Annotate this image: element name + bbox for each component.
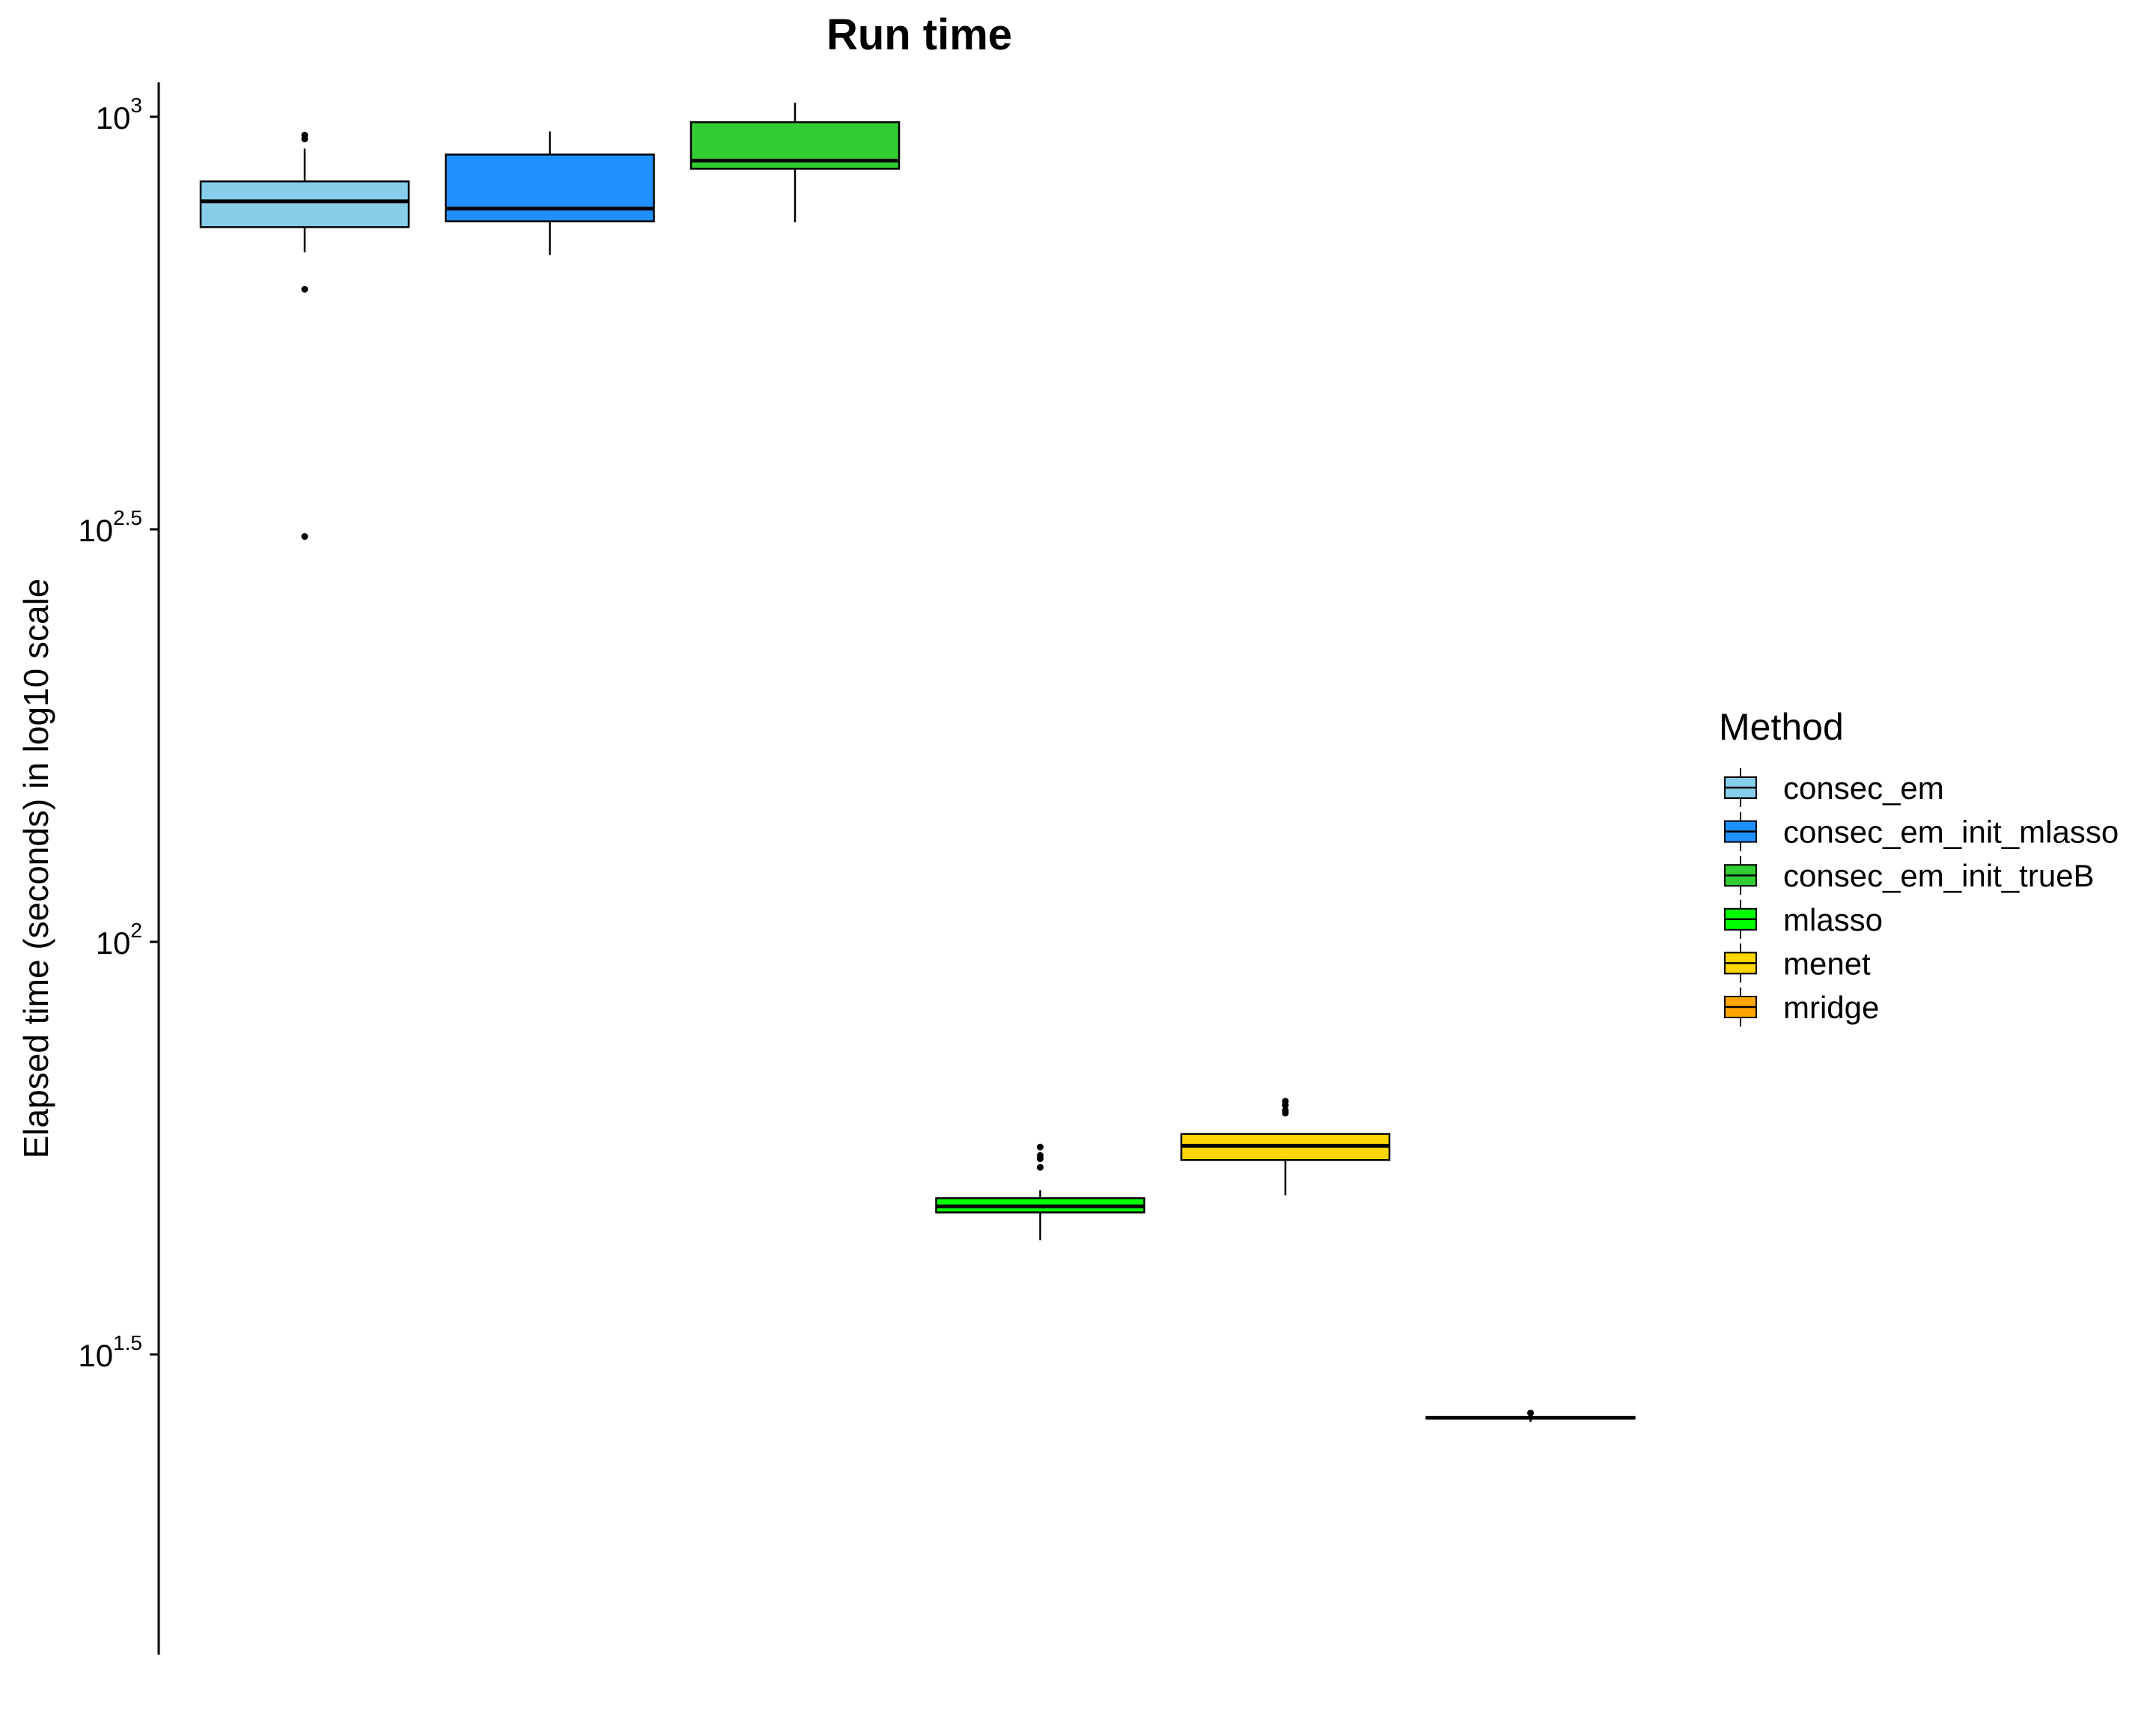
outlier-point — [301, 285, 308, 293]
legend-item-consec_em_init_mlasso: consec_em_init_mlasso — [1724, 812, 2119, 851]
outlier-point — [1527, 1409, 1534, 1417]
legend-label: consec_em_init_mlasso — [1783, 815, 2119, 850]
legend-label: menet — [1783, 946, 1871, 981]
legend-item-mridge: mridge — [1724, 988, 1879, 1026]
legend-item-menet: menet — [1724, 943, 1871, 983]
legend-label: consec_em — [1783, 770, 1944, 806]
outlier-point — [1282, 1098, 1289, 1105]
outlier-point — [1282, 1107, 1289, 1114]
legend-item-consec_em: consec_em — [1724, 768, 1944, 807]
outlier-point — [1037, 1163, 1044, 1171]
box-mridge — [1425, 1409, 1636, 1423]
y-tick-label: 102 — [96, 919, 142, 961]
box-mlasso — [935, 1143, 1145, 1241]
box-consec_em_init_mlasso — [445, 131, 655, 255]
box-consec_em — [199, 132, 410, 541]
y-axis-ticks: 103 102.5 102 101.5 — [78, 94, 159, 1373]
legend-title: Method — [1719, 706, 1844, 748]
legend-item-consec_em_init_trueB: consec_em_init_trueB — [1724, 856, 2095, 895]
box-menet — [1180, 1098, 1391, 1196]
legend-label: consec_em_init_trueB — [1783, 858, 2095, 893]
legend-item-mlasso: mlasso — [1724, 899, 1883, 939]
y-tick-label: 101.5 — [78, 1331, 142, 1373]
legend: Method consec_emconsec_em_init_mlassocon… — [1719, 706, 2119, 1026]
legend-label: mridge — [1783, 990, 1879, 1025]
outlier-point — [1037, 1151, 1044, 1159]
y-tick-label: 102.5 — [78, 506, 142, 548]
outlier-point — [1037, 1143, 1044, 1151]
box-plot-marks — [199, 103, 1636, 1423]
legend-items: consec_em consec_em_init_mlasso consec_em_… — [1724, 768, 2119, 1026]
box-body — [199, 180, 410, 228]
y-axis-label: Elapsed time (seconds) in log10 scale — [16, 579, 55, 1159]
outlier-point — [301, 533, 308, 541]
box-consec_em_init_trueB — [689, 103, 901, 222]
box-body — [445, 153, 655, 222]
legend-label: mlasso — [1783, 902, 1883, 937]
chart-title: Run time — [826, 10, 1012, 59]
y-tick-label: 103 — [96, 94, 142, 136]
outlier-point — [301, 136, 308, 143]
